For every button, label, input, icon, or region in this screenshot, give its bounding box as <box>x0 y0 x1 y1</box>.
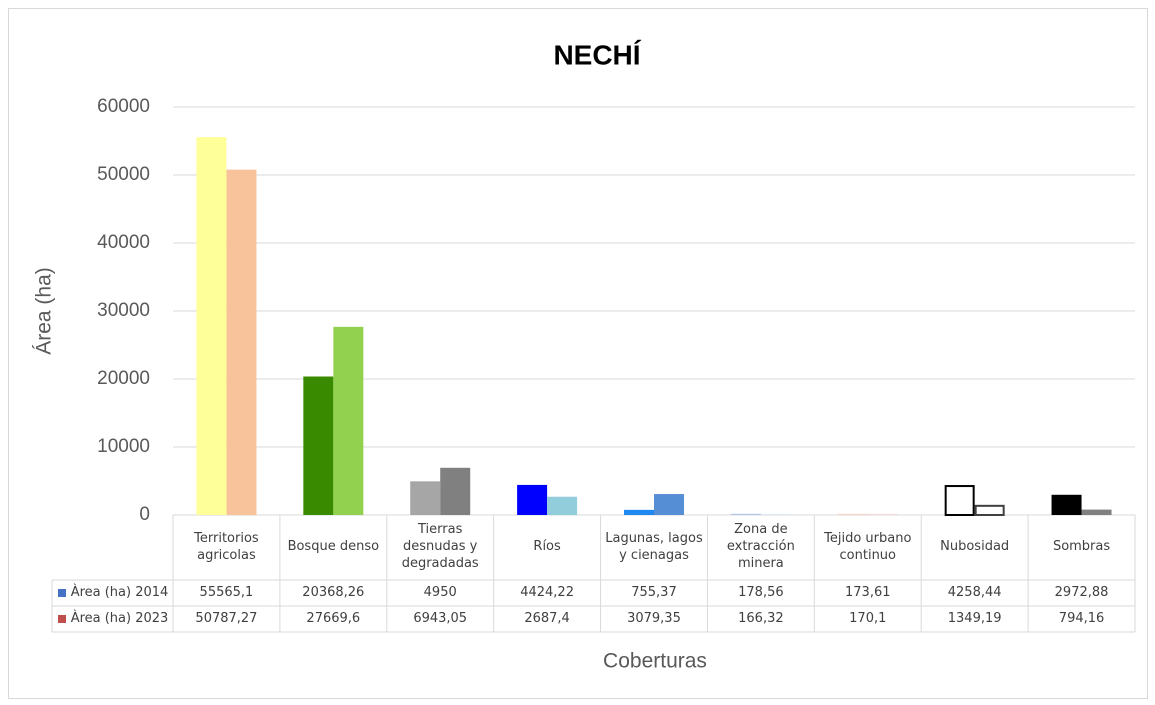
legend-swatch <box>58 589 66 597</box>
bar <box>196 137 227 515</box>
table-value-box: 55565,1 <box>199 584 254 600</box>
x-axis-title: Coberturas <box>603 650 707 673</box>
bar <box>517 484 548 515</box>
x-tick-label-box: Lagunas, lagos y cienagas <box>605 530 703 563</box>
table-value: 2972,88 <box>1054 584 1109 600</box>
y-tick-label: 0 <box>139 504 150 525</box>
legend-label: Àrea (ha) 2023 <box>70 610 169 626</box>
table-value: 27669,6 <box>306 610 361 626</box>
bar <box>333 326 364 515</box>
x-tick-label-box: Bosque denso <box>287 539 380 555</box>
bar <box>867 513 898 515</box>
table-value-box: 3079,35 <box>627 610 681 626</box>
bar <box>760 513 791 515</box>
table-value-box: 4424,22 <box>520 584 574 600</box>
table-value: 4258,44 <box>947 584 1002 600</box>
table-value-box: 20368,26 <box>302 584 365 600</box>
table-value-box: 27669,6 <box>306 610 361 626</box>
bar <box>303 376 334 515</box>
table-value: 4424,22 <box>520 584 574 600</box>
legend-label-box: Àrea (ha) 2014 <box>70 584 169 600</box>
x-tick-label: Nubosidad <box>940 539 1010 555</box>
table-value: 20368,26 <box>302 584 365 600</box>
bar <box>226 169 257 516</box>
table-value: 1349,19 <box>947 610 1002 626</box>
x-tick-label: Ríos <box>533 539 561 555</box>
y-tick-label: 10000 <box>97 436 150 457</box>
table-value-box: 2687,4 <box>524 610 570 626</box>
table-value: 166,32 <box>738 610 784 626</box>
table-value: 3079,35 <box>627 610 681 626</box>
x-tick-label-box: Zona de extracción minera <box>726 522 795 571</box>
x-tick-label: Zona de extracción minera <box>726 522 795 571</box>
x-tick-label-box: Ríos <box>533 539 561 555</box>
table-value-box: 2972,88 <box>1054 584 1109 600</box>
bar <box>944 485 975 516</box>
legend-swatch <box>58 615 66 623</box>
table-value-box: 170,1 <box>849 610 887 626</box>
legend-label: Àrea (ha) 2014 <box>70 584 169 600</box>
bar <box>730 513 761 515</box>
table-value-box: 794,16 <box>1058 610 1105 626</box>
y-tick-label: 40000 <box>97 232 150 253</box>
y-tick-label: 30000 <box>97 300 150 321</box>
table-value: 2687,4 <box>524 610 570 626</box>
table-value: 55565,1 <box>199 584 254 600</box>
y-tick-label: 20000 <box>97 368 150 389</box>
table-value-box: 6943,05 <box>413 610 468 626</box>
x-tick-label: Territorios agricolas <box>194 530 259 563</box>
bar <box>974 504 1005 516</box>
x-tick-label-box: Tierras desnudas y degradadas <box>401 522 479 571</box>
table-value: 6943,05 <box>413 610 468 626</box>
x-tick-label: Tierras desnudas y degradadas <box>401 522 479 571</box>
table-value-box: 50787,27 <box>195 610 258 626</box>
table-value-box: 173,61 <box>845 584 891 600</box>
x-tick-label: Tejido urbano continuo <box>824 530 912 563</box>
table-value: 178,56 <box>738 584 784 600</box>
bar <box>654 494 684 515</box>
bar <box>1081 509 1112 515</box>
x-tick-label-box: Tejido urbano continuo <box>824 530 912 563</box>
bar <box>837 513 868 515</box>
table-value: 794,16 <box>1058 610 1105 626</box>
chart-title: NECHÍ <box>553 39 641 70</box>
table-value: 173,61 <box>845 584 891 600</box>
table-value: 755,37 <box>631 584 677 600</box>
y-tick-label: 50000 <box>97 164 150 185</box>
table-value-box: 755,37 <box>631 584 677 600</box>
table-value-box: 4258,44 <box>947 584 1002 600</box>
y-axis-title: Área (ha) <box>33 267 56 355</box>
y-tick-label: 60000 <box>97 96 150 117</box>
bar <box>440 467 471 515</box>
table-value-box: 166,32 <box>738 610 784 626</box>
legend-label-box: Àrea (ha) 2023 <box>70 610 169 626</box>
table-value: 50787,27 <box>195 610 258 626</box>
table-value: 170,1 <box>849 610 887 626</box>
bar <box>547 496 578 515</box>
x-tick-label: Sombras <box>1052 539 1111 555</box>
x-tick-label: Lagunas, lagos y cienagas <box>605 530 703 563</box>
bar <box>624 509 654 515</box>
x-tick-label: Bosque denso <box>287 539 380 555</box>
x-tick-label-box: Sombras <box>1052 539 1111 555</box>
bar <box>410 481 441 515</box>
table-value: 4950 <box>423 584 457 600</box>
x-tick-label-box: Nubosidad <box>940 539 1010 555</box>
bar <box>1051 494 1082 515</box>
x-tick-label-box: Territorios agricolas <box>194 530 259 563</box>
table-value-box: 4950 <box>423 584 457 600</box>
table-value-box: 178,56 <box>738 584 784 600</box>
table-value-box: 1349,19 <box>947 610 1002 626</box>
